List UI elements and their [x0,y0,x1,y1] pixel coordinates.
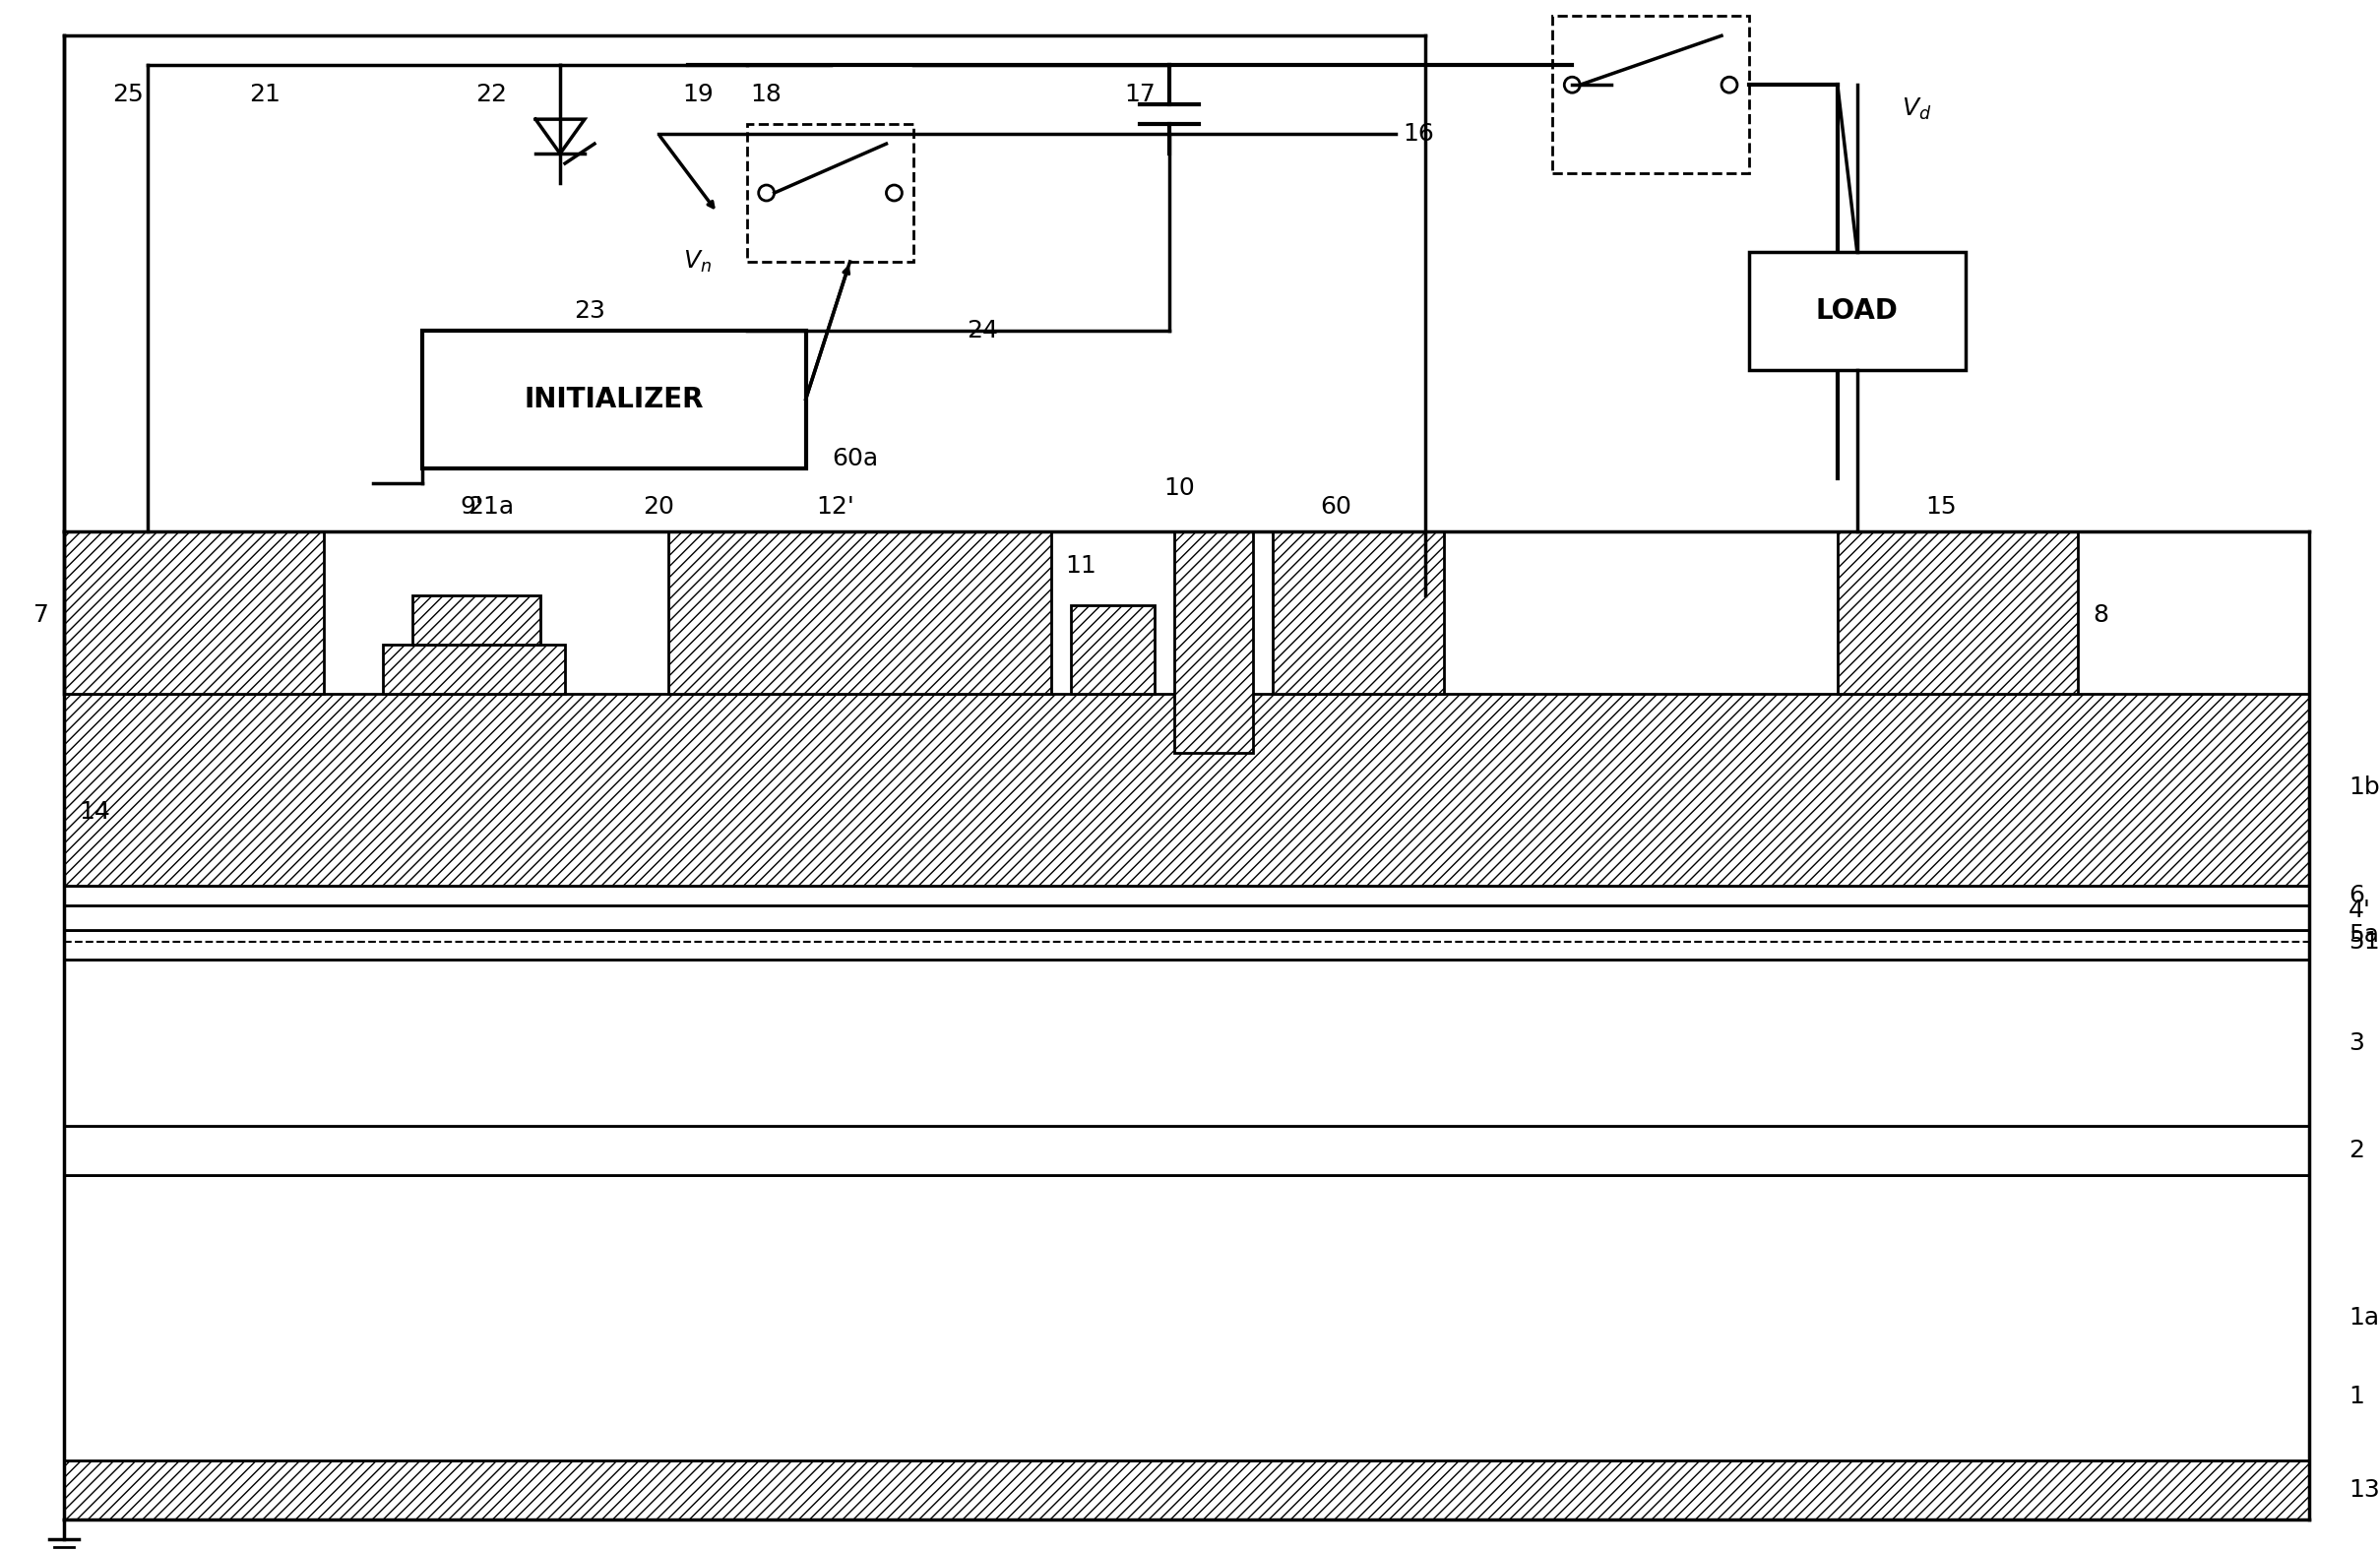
Text: 7: 7 [33,603,50,628]
Text: 13: 13 [2349,1477,2380,1502]
Bar [383,645,564,694]
Text: 23: 23 [574,299,605,322]
Text: INITIALIZER: INITIALIZER [524,386,704,412]
Bar [1837,532,2078,694]
Bar [64,532,324,694]
Text: $V_d$: $V_d$ [1902,96,1930,122]
Text: 2: 2 [2349,1139,2363,1162]
Bar [64,930,2309,959]
Text: 25: 25 [112,82,143,107]
Text: LOAD: LOAD [1816,298,1899,324]
Text: 12': 12' [816,496,854,519]
Text: 17: 17 [1123,82,1154,107]
Bar [747,124,914,262]
Text: 1a: 1a [2349,1307,2380,1330]
Bar [1749,251,1966,370]
Bar [1071,606,1154,694]
Text: 6: 6 [2349,883,2363,907]
Bar [64,905,2309,930]
Text: 3: 3 [2349,1031,2363,1054]
Bar [64,1460,2309,1519]
Text: 15: 15 [1925,496,1956,519]
Bar [64,694,2309,885]
Text: $V_n$: $V_n$ [683,250,712,274]
Bar [1273,532,1445,694]
Bar [64,1175,2309,1460]
Text: 51: 51 [2349,930,2380,953]
Text: 22: 22 [476,82,507,107]
Bar [669,532,1052,694]
Text: 10: 10 [1164,476,1195,499]
Text: 5a: 5a [2349,922,2380,947]
Text: 8: 8 [2092,603,2109,628]
Text: 14: 14 [79,800,109,823]
Bar [64,885,2309,905]
Bar [64,1127,2309,1175]
Text: 19: 19 [683,82,714,107]
Text: 1b: 1b [2349,775,2380,800]
Text: 1: 1 [2349,1384,2363,1409]
Bar [424,330,807,468]
Text: 24: 24 [966,319,997,343]
Text: 9': 9' [459,496,483,519]
Text: 21a: 21a [469,496,514,519]
Text: 60a: 60a [831,446,878,470]
Bar [1552,16,1749,174]
Bar [64,959,2309,1127]
Text: 60: 60 [1321,496,1352,519]
Bar [1173,532,1252,753]
Text: 18: 18 [750,82,783,107]
Text: 20: 20 [643,496,674,519]
Text: 21: 21 [250,82,281,107]
Text: 4': 4' [2349,899,2370,922]
Text: 16: 16 [1404,122,1435,146]
Bar [412,595,540,645]
Text: 11: 11 [1066,555,1097,578]
